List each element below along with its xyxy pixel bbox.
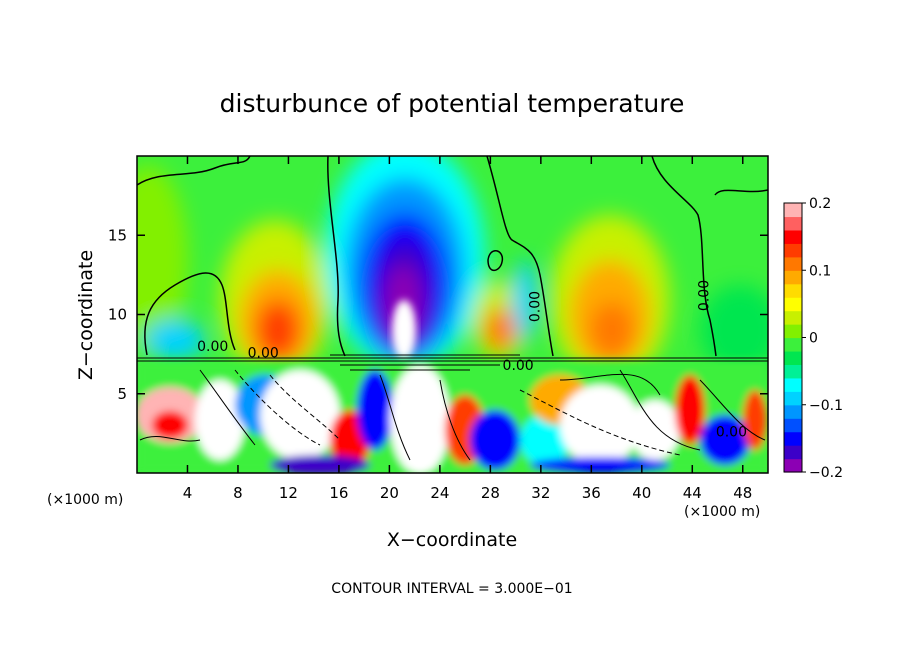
colorbar-tick-label: 0.1 [809, 263, 831, 279]
lower-contours [139, 369, 766, 461]
x-tick-label: 48 [733, 484, 752, 502]
colorbar-tick-label: −0.1 [809, 398, 843, 414]
warm-core [392, 300, 416, 360]
x-tick-label: 12 [279, 484, 298, 502]
contour-label: 0.00 [248, 345, 279, 361]
x-tick-label: 40 [632, 484, 651, 502]
colorbar-tick-label: 0.2 [809, 196, 831, 212]
colorbar-swatch [784, 216, 802, 231]
contour-label: 0.00 [697, 280, 713, 311]
contour-labels: 0.00 0.00 0.00 0.00 0.00 0.00 [197, 280, 747, 441]
colorbar-swatch [784, 391, 802, 406]
contour-label: 0.00 [716, 425, 747, 441]
colorbar-swatch [784, 445, 802, 460]
y-tick-label: 10 [108, 306, 127, 324]
colorbar-swatch [784, 310, 802, 325]
contour-lines [137, 156, 768, 357]
colorbar-tick-label: 0 [809, 331, 818, 347]
y-tick-label: 15 [108, 226, 127, 244]
x-axis-label: X−coordinate [387, 529, 517, 551]
colorbar-swatch [784, 270, 802, 285]
colorbar-labels: 0.2 0.1 0 −0.1 −0.2 [802, 196, 843, 481]
lower-field [137, 360, 768, 473]
colorbar-swatch [784, 350, 802, 365]
x-tick-label: 20 [380, 484, 399, 502]
inversion-hatch [137, 354, 768, 371]
colorbar-swatch [784, 431, 802, 446]
colorbar-swatch [784, 229, 802, 244]
x-tick-label: 44 [683, 484, 702, 502]
x-tick-label: 32 [531, 484, 550, 502]
contour-label: 0.00 [528, 291, 544, 322]
y-axis-label: Z−coordinate [75, 250, 97, 380]
contour-label: 0.00 [503, 358, 534, 374]
colorbar-swatch [784, 283, 802, 298]
colorbar-swatch [784, 256, 802, 271]
colorbar-swatch [784, 377, 802, 392]
colorbar-swatch [784, 324, 802, 339]
contour-label: 0.00 [197, 339, 228, 355]
x-tick-label: 4 [183, 484, 193, 502]
colorbar-swatch [784, 418, 802, 433]
y-tick-label: 5 [117, 385, 127, 403]
x-tick-label: 28 [481, 484, 500, 502]
colorbar-swatch [784, 337, 802, 352]
x-tick-label: 24 [430, 484, 449, 502]
x-tick-label: 16 [329, 484, 348, 502]
plot-area [137, 156, 768, 473]
chart-title: disturbunce of potential temperature [220, 89, 685, 118]
colorbar-swatch [784, 243, 802, 258]
y-axis-ticks: 5 10 15 [108, 226, 768, 403]
colorbar-swatch [784, 364, 802, 379]
contour-interval-note: CONTOUR INTERVAL = 3.000E−01 [331, 581, 572, 597]
colorbar-swatch [784, 404, 802, 419]
x-tick-label: 36 [582, 484, 601, 502]
colorbar [783, 202, 803, 473]
colorbar-swatch [784, 203, 802, 218]
x-axis-ticks: 4 8 12 16 20 24 28 32 36 40 44 48 [183, 156, 752, 502]
upper-field [137, 156, 768, 385]
colorbar-swatch [784, 458, 802, 473]
colorbar-swatch [784, 297, 802, 312]
colorbar-tick-label: −0.2 [809, 465, 843, 481]
x-unit-label-right: (×1000 m) [684, 504, 760, 520]
x-tick-label: 8 [233, 484, 243, 502]
x-unit-label-left: (×1000 m) [47, 492, 123, 508]
